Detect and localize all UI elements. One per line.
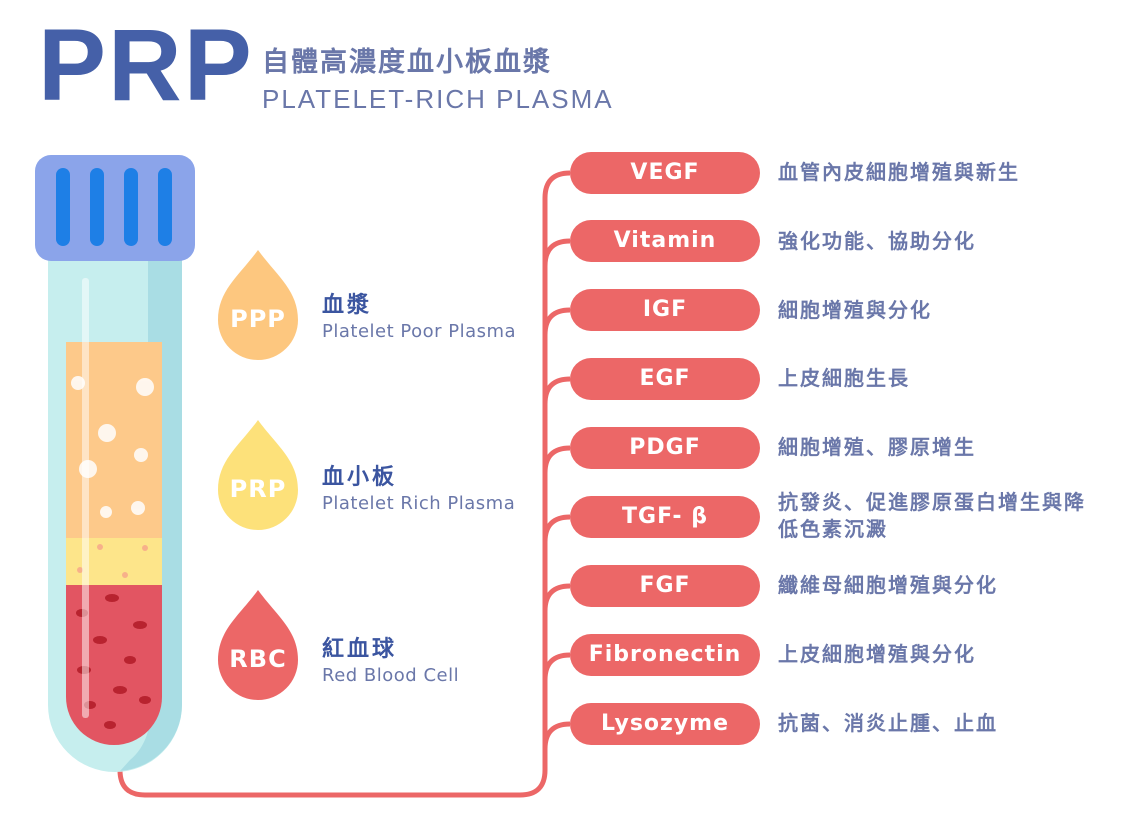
factor-description: 細胞增殖、膠原增生: [778, 435, 976, 459]
factor-description: 纖維母細胞增殖與分化: [778, 573, 998, 597]
tube-cap: [35, 155, 195, 261]
factor-description: 血管內皮細胞增殖與新生: [778, 160, 1020, 184]
title-prp: PRP: [38, 8, 254, 122]
drop-label-prp: PRP: [229, 475, 287, 503]
factor-description: 細胞增殖與分化: [778, 298, 932, 322]
drop-icon-rbc: [218, 590, 298, 700]
factor-pill: Lysozyme: [570, 703, 760, 745]
factor-pill: VEGF: [570, 152, 760, 194]
connector-branches: [542, 238, 571, 750]
factor-description: 強化功能、協助分化: [778, 229, 976, 253]
factor-pill: Vitamin: [570, 220, 760, 262]
factor-pill: FGF: [570, 565, 760, 607]
layer-name-en: Platelet Rich Plasma: [322, 493, 516, 514]
drop-label-rbc: RBC: [229, 645, 287, 673]
factor-pill: EGF: [570, 358, 760, 400]
factor-pill: TGF- β: [570, 496, 760, 538]
drop-label-ppp: PPP: [230, 305, 286, 333]
drop-icon-ppp: [218, 250, 298, 360]
factor-description: 上皮細胞生長: [778, 366, 910, 390]
layer-name-en: Platelet Poor Plasma: [322, 321, 517, 342]
factor-pill: PDGF: [570, 427, 760, 469]
layer-name-en: Red Blood Cell: [322, 665, 460, 686]
layer-name-zh: 血漿: [322, 293, 373, 318]
factor-description: 上皮細胞增殖與分化: [778, 642, 976, 666]
factor-description: 抗菌、消炎止腫、止血: [778, 711, 998, 735]
factor-pill: IGF: [570, 289, 760, 331]
connector-line: [117, 170, 571, 798]
layer-name-zh: 紅血球: [322, 637, 398, 662]
test-tube-icon: [35, 155, 195, 772]
title-chinese: 自體高濃度血小板血漿: [262, 47, 552, 78]
layer-name-zh: 血小板: [322, 465, 398, 490]
factor-pill: Fibronectin: [570, 634, 760, 676]
factor-description: 抗發炎、促進膠原蛋白增生與降低色素沉澱: [778, 490, 1086, 541]
drop-icon-prp: [218, 420, 298, 530]
title-english: PLATELET-RICH PLASMA: [262, 84, 614, 114]
